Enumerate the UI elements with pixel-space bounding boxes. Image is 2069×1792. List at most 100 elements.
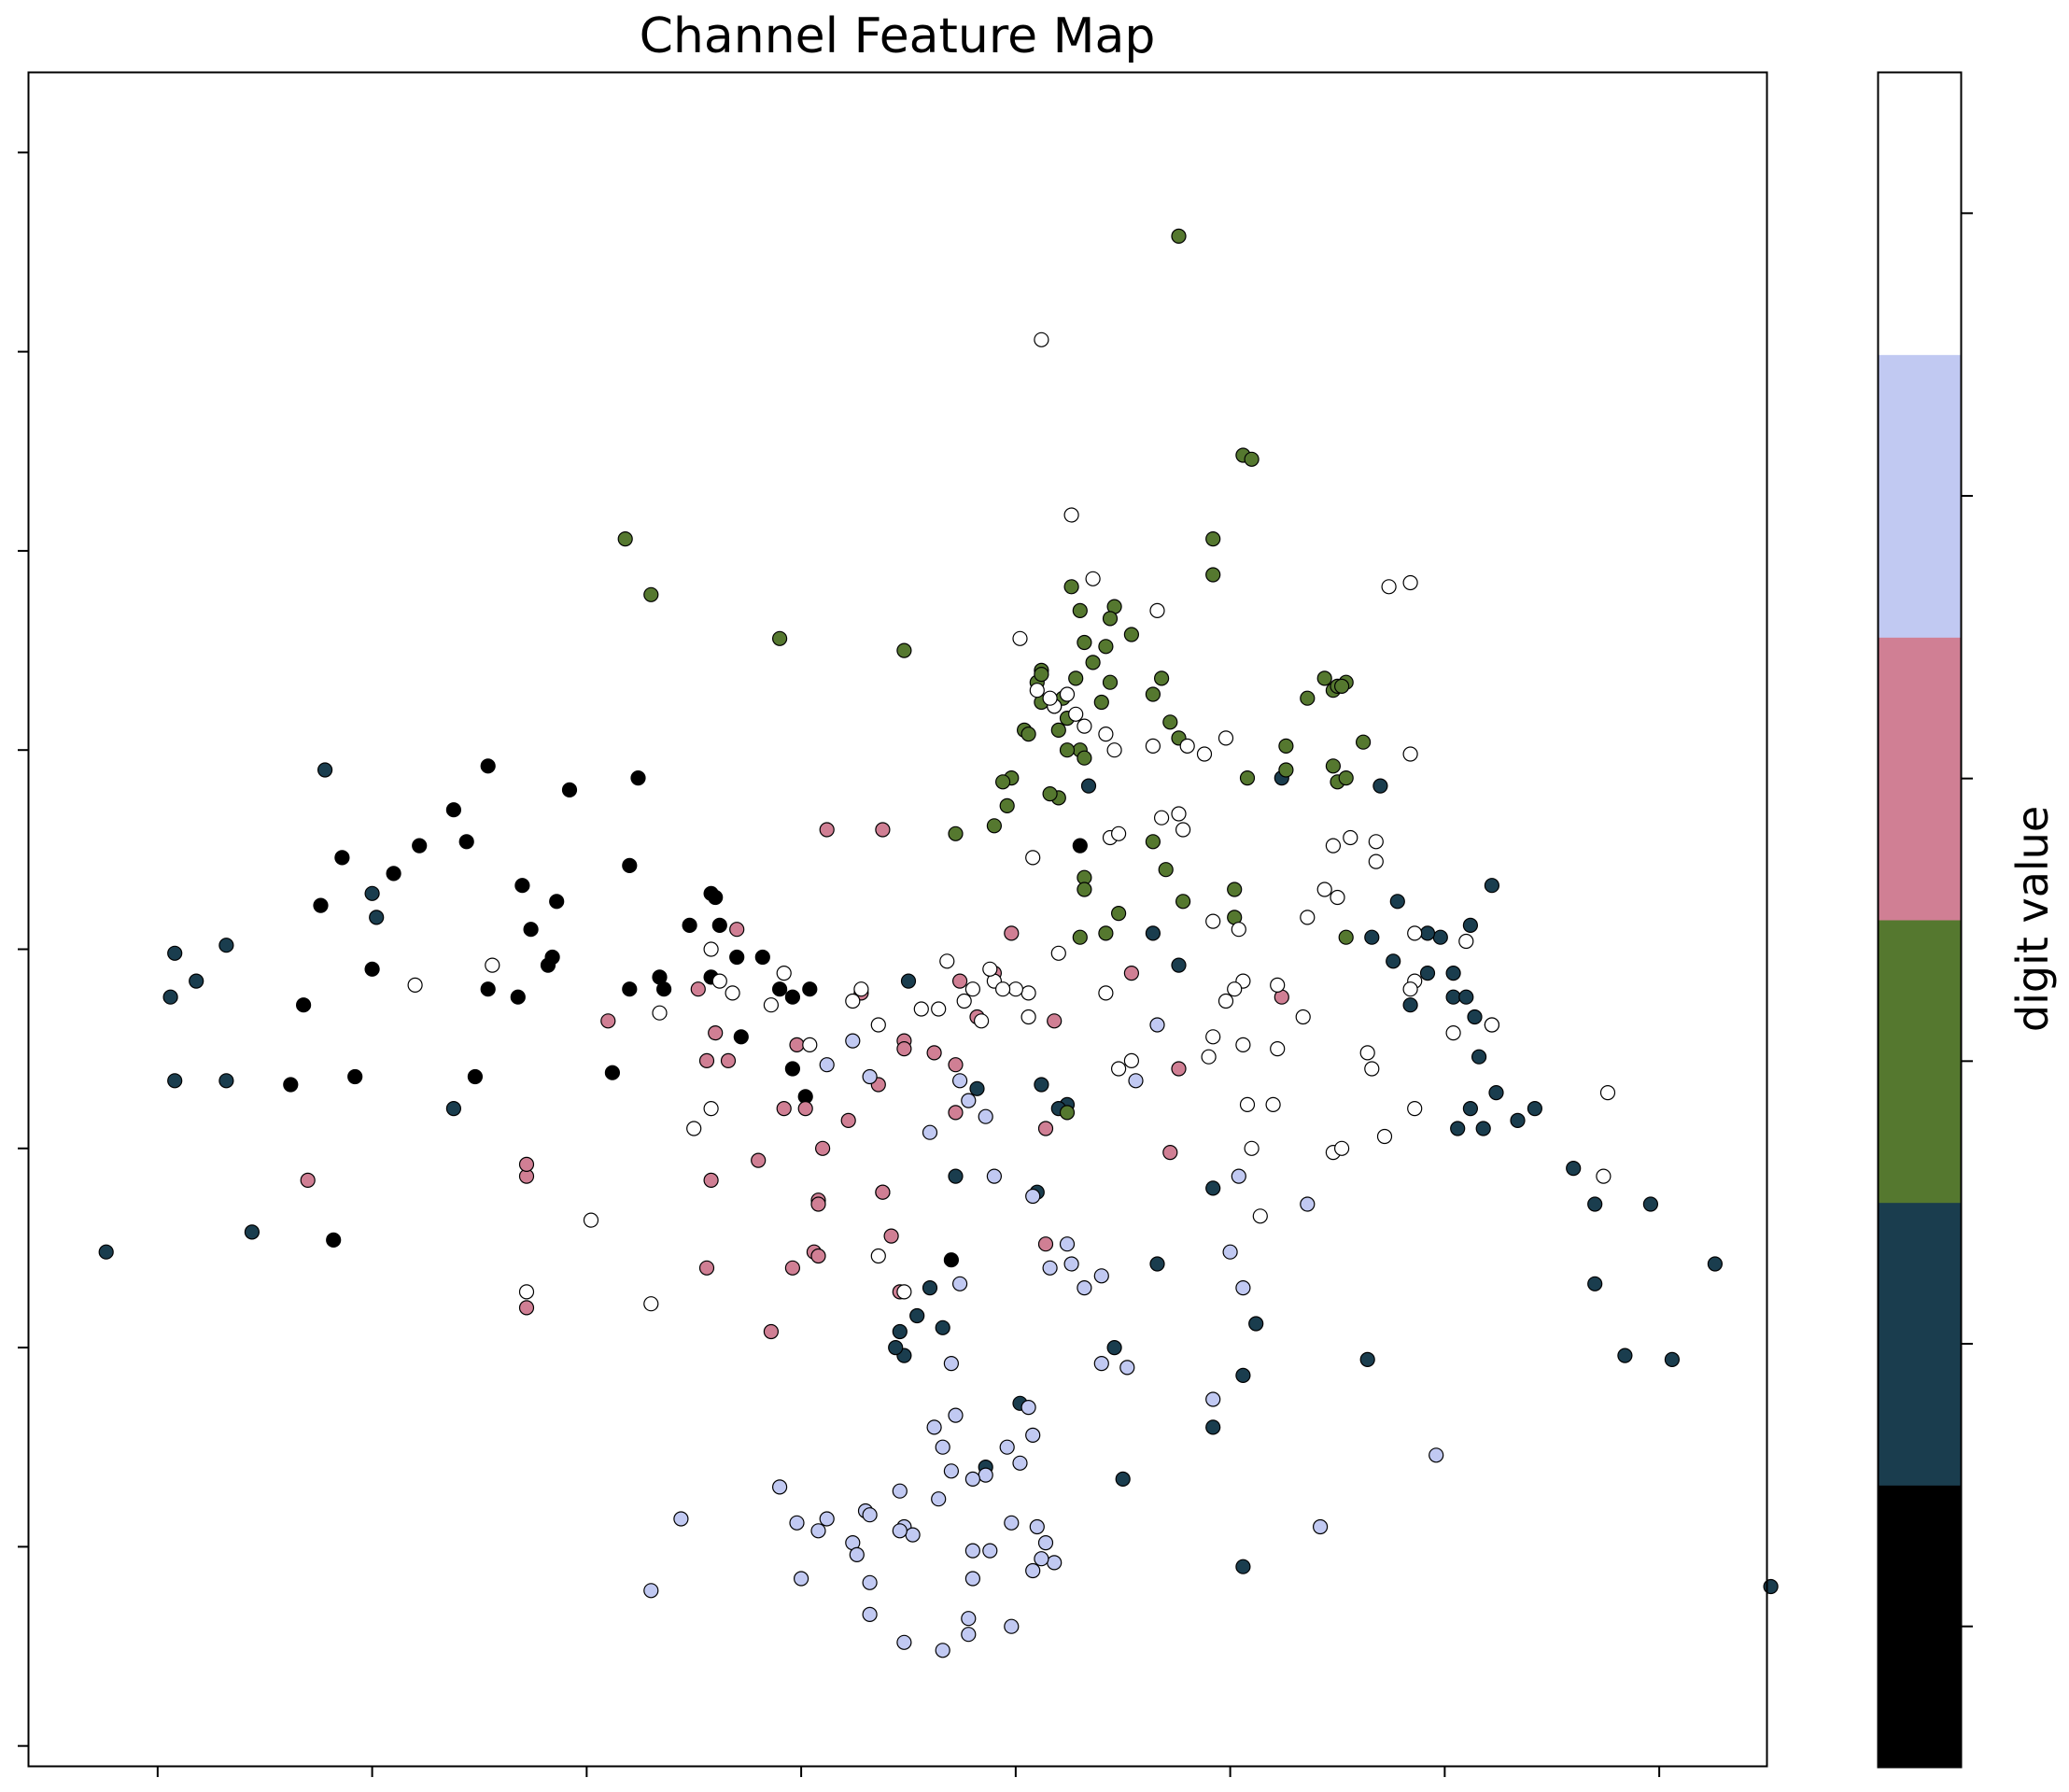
data-point-digit-5 (1359, 1045, 1375, 1061)
data-point-digit-5 (870, 1017, 886, 1033)
data-point-digit-3 (763, 1323, 780, 1340)
data-point-digit-1 (1205, 1419, 1221, 1435)
data-point-digit-3 (720, 1052, 737, 1069)
data-point-digit-2 (1145, 834, 1161, 850)
data-point-digit-0 (313, 897, 329, 913)
colorbar (1877, 71, 1973, 1769)
data-point-digit-2 (1316, 670, 1332, 686)
data-point-digit-1 (1664, 1351, 1681, 1368)
data-point-digit-1 (1467, 1009, 1483, 1025)
data-point-digit-4 (951, 1276, 968, 1291)
data-point-digit-5 (1196, 746, 1213, 762)
data-point-digit-5 (973, 1013, 990, 1029)
data-point-digit-4 (964, 1543, 981, 1559)
data-point-digit-4 (1004, 1515, 1020, 1531)
data-point-digit-1 (1145, 925, 1161, 941)
data-point-digit-1 (167, 945, 183, 961)
data-point-digit-4 (896, 1634, 912, 1650)
data-point-digit-1 (1484, 878, 1500, 894)
data-point-digit-5 (931, 1001, 947, 1017)
data-point-digit-5 (964, 981, 981, 997)
data-point-digit-5 (1265, 1096, 1281, 1113)
data-point-digit-5 (1270, 1040, 1286, 1057)
data-point-digit-5 (686, 1121, 702, 1136)
data-point-digit-5 (1333, 1140, 1350, 1156)
data-point-digit-1 (892, 1323, 908, 1340)
data-point-digit-4 (986, 1168, 1003, 1184)
data-point-digit-3 (840, 1112, 856, 1129)
data-point-digit-5 (703, 1100, 719, 1117)
data-point-digit-1 (1419, 965, 1436, 981)
data-point-digit-2 (1102, 674, 1119, 690)
data-point-digit-0 (467, 1068, 483, 1085)
data-point-digit-1 (1149, 1256, 1165, 1272)
data-point-digit-1 (1458, 989, 1474, 1005)
data-point-digit-3 (883, 1228, 899, 1244)
data-point-digit-2 (1034, 666, 1049, 683)
data-point-digit-5 (1402, 746, 1418, 762)
data-point-digit-5 (1123, 1052, 1140, 1069)
data-point-digit-5 (1244, 1140, 1260, 1156)
data-point-digit-3 (600, 1013, 616, 1029)
data-point-digit-4 (1025, 1427, 1041, 1444)
data-point-digit-5 (982, 961, 998, 977)
data-point-digit-2 (1085, 655, 1101, 670)
data-point-digit-2 (1098, 925, 1114, 941)
data-point-digit-0 (754, 949, 770, 966)
data-point-digit-4 (1093, 1355, 1109, 1372)
data-point-digit-0 (622, 981, 638, 997)
data-point-digit-1 (1419, 925, 1436, 941)
data-point-digit-5 (1020, 1009, 1036, 1025)
data-point-digit-4 (892, 1483, 908, 1499)
data-point-digit-0 (386, 866, 401, 882)
data-point-digit-4 (922, 1124, 938, 1140)
data-point-digit-5 (1110, 825, 1127, 841)
data-point-digit-0 (458, 834, 474, 850)
data-point-digit-0 (655, 981, 672, 997)
data-point-digit-4 (1077, 1279, 1092, 1296)
data-point-digit-2 (1278, 738, 1294, 755)
data-point-digit-3 (518, 1300, 535, 1316)
data-point-digit-4 (951, 1073, 968, 1089)
data-point-digit-0 (1072, 838, 1088, 854)
data-point-digit-3 (518, 1156, 535, 1173)
data-point-digit-5 (1012, 630, 1028, 646)
data-point-digit-2 (1098, 639, 1114, 655)
data-point-digit-5 (1596, 1168, 1612, 1184)
data-point-digit-2 (1068, 670, 1084, 686)
data-point-digit-3 (819, 822, 835, 838)
data-point-digit-5 (763, 997, 780, 1013)
data-point-digit-4 (1004, 1618, 1020, 1634)
data-point-digit-2 (1239, 769, 1256, 786)
data-point-digit-1 (1566, 1160, 1582, 1177)
data-point-digit-0 (549, 894, 565, 910)
data-point-digit-2 (1171, 228, 1187, 244)
data-point-digit-3 (698, 1260, 715, 1276)
data-point-digit-4 (961, 1093, 977, 1108)
data-point-digit-4 (1025, 1562, 1041, 1579)
data-point-digit-5 (1063, 507, 1079, 523)
data-point-digit-5 (1407, 1100, 1423, 1117)
colorbar-segment (1878, 1202, 1962, 1486)
data-point-digit-4 (862, 1574, 878, 1590)
data-point-digit-3 (875, 822, 891, 838)
data-point-digit-5 (1098, 985, 1114, 1001)
data-point-digit-5 (1445, 1024, 1461, 1041)
data-point-digit-4 (1047, 1555, 1063, 1571)
data-point-digit-3 (797, 1100, 813, 1117)
data-point-digit-2 (617, 530, 633, 547)
data-point-digit-5 (939, 953, 955, 969)
data-point-digit-2 (1162, 714, 1178, 730)
data-point-digit-0 (784, 1061, 801, 1077)
data-point-digit-1 (969, 1080, 985, 1096)
data-point-digit-2 (1153, 670, 1170, 686)
data-point-digit-1 (1359, 1351, 1375, 1368)
data-point-digit-4 (1025, 1188, 1041, 1205)
data-point-digit-1 (218, 1073, 234, 1089)
data-point-digit-4 (1205, 1391, 1221, 1407)
data-point-digit-0 (630, 769, 646, 786)
data-point-digit-5 (485, 957, 500, 973)
data-point-digit-3 (776, 1100, 792, 1117)
data-point-digit-2 (1300, 690, 1316, 706)
data-point-digit-5 (845, 993, 861, 1009)
